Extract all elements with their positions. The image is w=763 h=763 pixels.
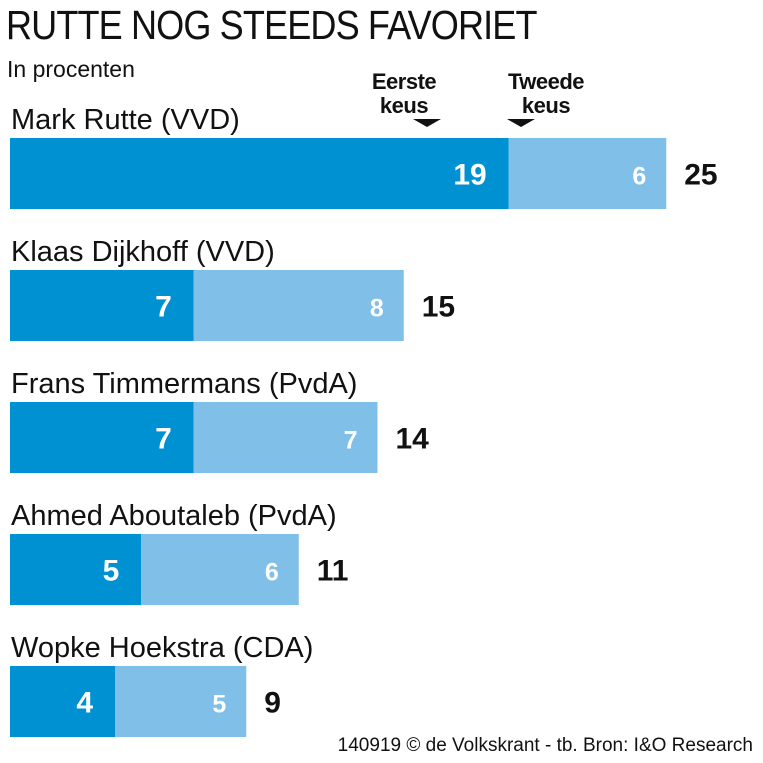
- value-label-total: 14: [396, 423, 430, 456]
- chart-title: RUTTE NOG STEEDS FAVORIET: [6, 2, 538, 48]
- value-label-first: 5: [103, 555, 120, 588]
- value-label-first: 4: [76, 687, 93, 720]
- value-label-total: 11: [317, 555, 349, 588]
- bar-second-choice: [141, 534, 299, 605]
- value-label-second: 7: [344, 427, 358, 455]
- legend-second-choice: Tweede keus: [494, 70, 598, 118]
- category-label: Wopke Hoekstra (CDA): [11, 632, 313, 664]
- value-label-first: 7: [155, 291, 172, 324]
- value-label-total: 9: [264, 687, 281, 720]
- value-label-total: 15: [422, 291, 455, 324]
- value-label-second: 6: [632, 163, 646, 191]
- bar-first-choice: [10, 138, 509, 209]
- bar-second-choice: [115, 666, 247, 737]
- legend-first-arrow-icon: [413, 119, 441, 127]
- value-label-total: 25: [684, 159, 717, 192]
- bar-first-choice: [10, 402, 194, 473]
- value-label-first: 19: [453, 159, 486, 192]
- value-label-second: 8: [370, 295, 384, 323]
- value-label-first: 7: [155, 423, 172, 456]
- category-label: Mark Rutte (VVD): [11, 104, 240, 136]
- bar-second-choice: [508, 138, 667, 209]
- chart-subtitle: In procenten: [7, 56, 135, 82]
- legend-first-choice: Eerste keus: [360, 70, 448, 118]
- bar-second-choice: [193, 270, 404, 341]
- legend-second-line2: keus: [521, 93, 571, 118]
- category-label: Ahmed Aboutaleb (PvdA): [11, 500, 337, 532]
- legend-second-arrow-icon: [507, 119, 535, 127]
- legend-first-line1: Eerste: [371, 69, 437, 94]
- value-label-second: 5: [212, 691, 226, 719]
- legend-second-line1: Tweede: [507, 69, 585, 94]
- bar-first-choice: [10, 666, 115, 737]
- category-label: Klaas Dijkhoff (VVD): [11, 236, 275, 268]
- bars-group: Mark Rutte (VVD) 19 6 25 Klaas Dijkhoff (VVD…: [10, 104, 718, 737]
- source-credit: 140919 © de Volkskrant - tb. Bron: I&O R…: [337, 735, 753, 756]
- value-label-second: 6: [265, 559, 279, 587]
- bar-first-choice: [10, 534, 142, 605]
- category-label: Frans Timmermans (PvdA): [11, 368, 357, 400]
- bar-first-choice: [10, 270, 194, 341]
- legend-arrows: [413, 119, 535, 127]
- legend-first-line2: keus: [379, 93, 429, 118]
- bar-second-choice: [193, 402, 378, 473]
